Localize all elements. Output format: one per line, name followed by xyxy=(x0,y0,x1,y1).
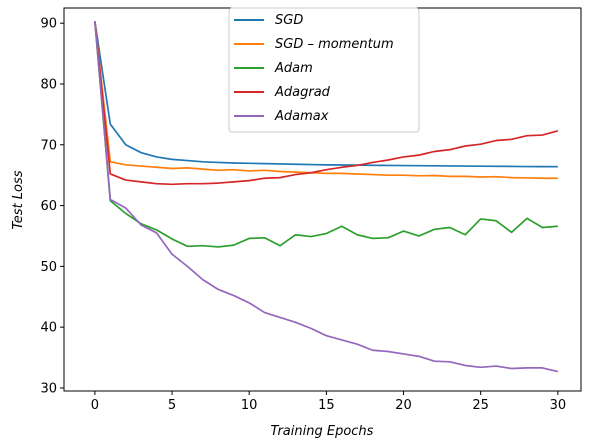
legend-label-adagrad: Adagrad xyxy=(274,85,331,100)
x-tick-label: 20 xyxy=(395,398,412,413)
legend-item: SGD – momentum xyxy=(234,37,394,52)
x-axis-label: Training Epochs xyxy=(271,424,374,439)
y-tick-label: 30 xyxy=(40,381,57,396)
series-line-adamax xyxy=(94,21,559,373)
y-tick-label: 80 xyxy=(40,77,57,92)
series-line-sgd-momentum xyxy=(94,21,558,180)
legend-item: Adagrad xyxy=(234,85,331,100)
y-axis-label: Test Loss xyxy=(11,170,26,229)
legend-item: Adam xyxy=(234,61,313,76)
x-axis: 0 5 10 15 20 25 30 xyxy=(91,391,566,413)
x-tick-label: 30 xyxy=(550,398,567,413)
y-axis: 30 40 50 60 70 80 90 xyxy=(40,17,64,396)
legend-item: Adamax xyxy=(234,109,329,124)
series-line-adagrad xyxy=(94,21,559,186)
y-tick-label: 50 xyxy=(40,260,57,275)
legend-item: SGD xyxy=(234,13,303,28)
legend-label-adamax: Adamax xyxy=(274,109,329,124)
legend-label-adam: Adam xyxy=(274,61,313,76)
series-layer xyxy=(94,21,559,373)
y-tick-label: 70 xyxy=(40,138,57,153)
legend-label-sgd-momentum: SGD – momentum xyxy=(275,37,394,52)
legend-box xyxy=(228,7,420,133)
series-line-sgd xyxy=(94,21,558,168)
y-tick-label: 40 xyxy=(40,321,57,336)
x-tick-label: 5 xyxy=(168,398,176,413)
y-tick-label: 60 xyxy=(40,199,57,214)
legend: SGD SGD – momentum Adam Adagrad Adamax xyxy=(228,7,420,133)
series-line-adam xyxy=(94,21,558,248)
legend-label-sgd: SGD xyxy=(275,13,303,28)
x-tick-label: 10 xyxy=(241,398,258,413)
x-tick-label: 0 xyxy=(91,398,99,413)
y-tick-label: 90 xyxy=(40,17,57,32)
x-tick-label: 25 xyxy=(472,398,489,413)
x-tick-label: 15 xyxy=(318,398,335,413)
